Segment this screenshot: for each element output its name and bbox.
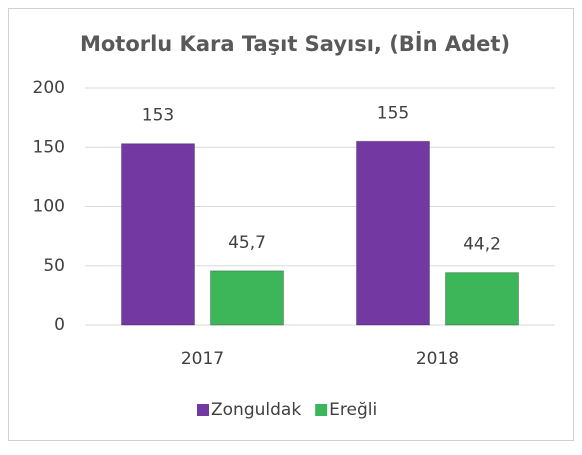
legend-swatch: [315, 404, 328, 416]
bar: [210, 270, 284, 326]
bar: [445, 272, 519, 326]
y-tick-label: 150: [33, 137, 65, 157]
bar: [356, 140, 430, 326]
y-tick-label: 50: [43, 256, 65, 276]
data-label: 155: [377, 103, 409, 123]
x-tick-label: 2017: [181, 349, 224, 369]
legend-swatch: [197, 404, 209, 416]
y-tick-label: 200: [33, 78, 65, 98]
y-tick-label: 0: [54, 315, 65, 335]
chart-border: [8, 8, 574, 441]
data-label: 44,2: [463, 235, 501, 255]
legend-label: Ereğli: [329, 400, 377, 420]
x-tick-label: 2018: [416, 349, 459, 369]
chart-title: Motorlu Kara Taşıt Sayısı, (Bİn Adet): [80, 31, 510, 56]
data-label: 153: [142, 106, 174, 126]
bar: [121, 143, 195, 326]
data-label: 45,7: [228, 233, 266, 253]
legend-label: Zonguldak: [211, 400, 301, 420]
y-tick-label: 100: [33, 197, 65, 217]
